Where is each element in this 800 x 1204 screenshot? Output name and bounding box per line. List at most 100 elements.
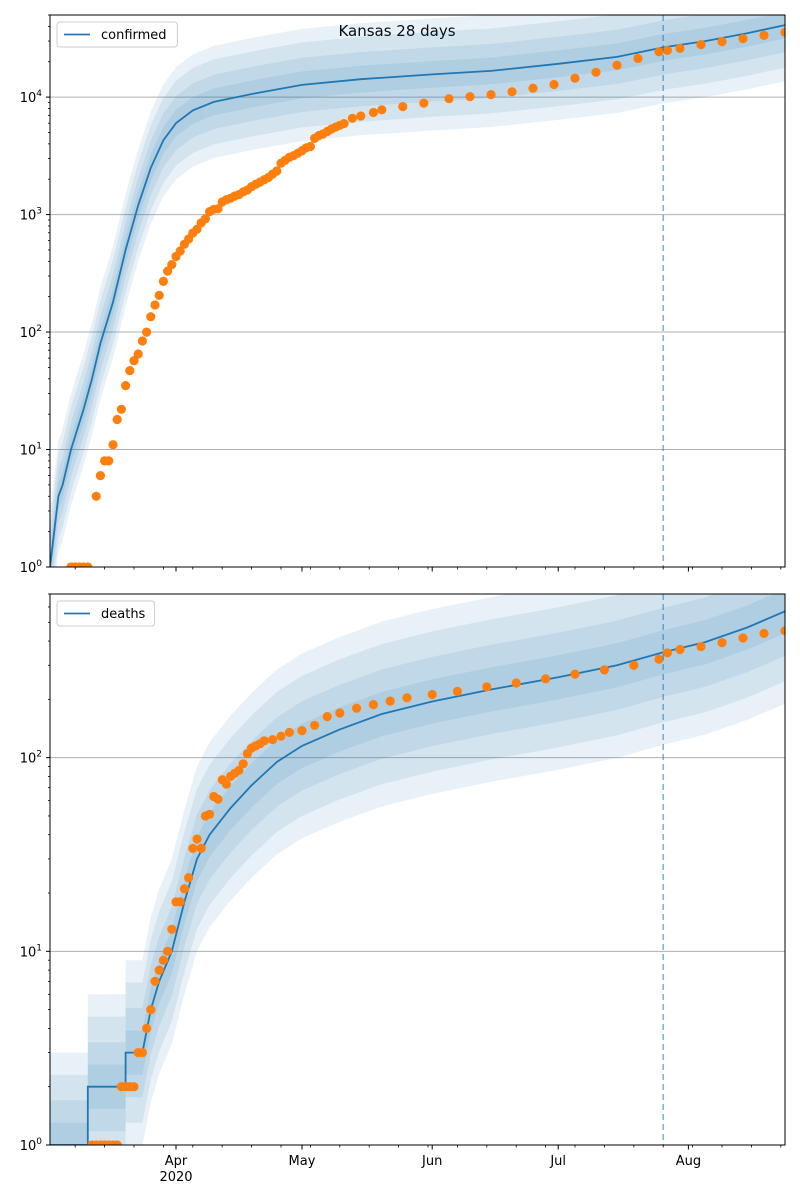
observed-point — [385, 696, 395, 706]
uncertainty-band — [50, 594, 785, 1145]
observed-point — [549, 79, 559, 90]
observed-point — [95, 471, 105, 481]
y-tick-label: 101 — [20, 442, 42, 459]
observed-point — [272, 166, 282, 176]
observed-point — [599, 665, 610, 675]
observed-point — [612, 60, 622, 70]
plot-area — [50, 15, 785, 567]
observed-point — [158, 955, 168, 965]
legend-box — [56, 600, 156, 627]
observed-point — [184, 873, 194, 883]
observed-point — [104, 456, 114, 466]
figure-title: Kansas 28 days — [338, 22, 455, 40]
observed-point — [200, 214, 210, 224]
observed-point — [91, 491, 101, 501]
observed-point — [511, 678, 521, 688]
observed-point — [675, 644, 685, 655]
x-tick-label: May — [289, 1154, 316, 1169]
observed-point — [352, 703, 362, 713]
observed-point — [129, 356, 139, 366]
observed-point — [368, 700, 378, 710]
legend: confirmed — [56, 21, 178, 48]
y-tick-label: 101 — [20, 943, 42, 960]
x-tick-label: Apr — [165, 1154, 188, 1169]
observed-point — [759, 628, 769, 639]
observed-point — [738, 633, 748, 643]
observed-point — [662, 648, 673, 658]
observed-point — [125, 366, 135, 376]
y-tick-label: 100 — [20, 559, 43, 576]
observed-point — [175, 246, 185, 256]
observed-point — [570, 669, 580, 679]
observed-point — [427, 689, 437, 700]
y-tick-label: 104 — [20, 89, 43, 106]
observed-point — [717, 37, 727, 47]
uncertainty-band — [50, 594, 785, 1145]
observed-point — [284, 727, 294, 738]
observed-point — [310, 720, 320, 730]
observed-point — [146, 1005, 156, 1015]
observed-point — [238, 759, 248, 769]
observed-point — [465, 92, 475, 102]
observed-point — [179, 884, 189, 894]
observed-point — [213, 204, 223, 214]
observed-point — [196, 843, 206, 854]
observed-point — [322, 712, 332, 722]
observed-point — [167, 260, 177, 270]
observed-point — [696, 641, 706, 652]
observed-point — [133, 349, 143, 359]
observed-point — [759, 30, 769, 40]
observed-point — [142, 327, 152, 337]
observed-point — [738, 34, 748, 44]
legend-label: deaths — [101, 607, 146, 622]
observed-point — [675, 43, 685, 54]
legend-box — [56, 21, 178, 48]
observed-point — [163, 266, 173, 276]
observed-point — [154, 965, 164, 975]
observed-point — [398, 102, 408, 112]
observed-point — [528, 83, 538, 93]
observed-point — [163, 946, 173, 956]
observed-point — [175, 897, 185, 907]
observed-point — [654, 654, 664, 664]
observed-point — [486, 90, 496, 100]
legend: deaths — [56, 600, 156, 627]
observed-point — [192, 834, 202, 844]
plot-area — [50, 594, 785, 1145]
y-tick-label: 100 — [20, 1137, 43, 1154]
observed-point — [717, 638, 727, 648]
legend-label: confirmed — [101, 28, 167, 43]
observed-point — [83, 562, 93, 567]
observed-point — [402, 693, 412, 703]
observed-point — [780, 27, 785, 37]
observed-point — [297, 726, 307, 736]
observed-point — [129, 1082, 139, 1092]
x-tick-label: Jul — [549, 1154, 566, 1169]
observed-point — [356, 111, 366, 121]
observed-point — [112, 1140, 122, 1145]
observed-point — [368, 107, 378, 118]
observed-point — [150, 300, 160, 310]
observed-point — [167, 924, 177, 934]
observed-point — [268, 735, 278, 745]
y-tick-label: 103 — [20, 207, 42, 224]
x-tick-label: Jun — [421, 1154, 442, 1169]
observed-point — [541, 674, 551, 684]
observed-point — [108, 440, 118, 450]
observed-point — [137, 1048, 147, 1058]
observed-point — [116, 404, 126, 414]
axes-frame — [49, 593, 786, 1146]
observed-point — [654, 47, 664, 57]
observed-point — [482, 682, 492, 692]
x-tick-label: Aug — [676, 1154, 701, 1169]
observed-point — [221, 779, 231, 789]
observed-point — [305, 141, 315, 152]
observed-point — [591, 67, 601, 77]
observed-point — [146, 312, 156, 322]
observed-point — [205, 809, 215, 819]
observed-point — [213, 794, 223, 804]
observed-point — [419, 98, 429, 108]
y-tick-label: 102 — [20, 750, 42, 767]
